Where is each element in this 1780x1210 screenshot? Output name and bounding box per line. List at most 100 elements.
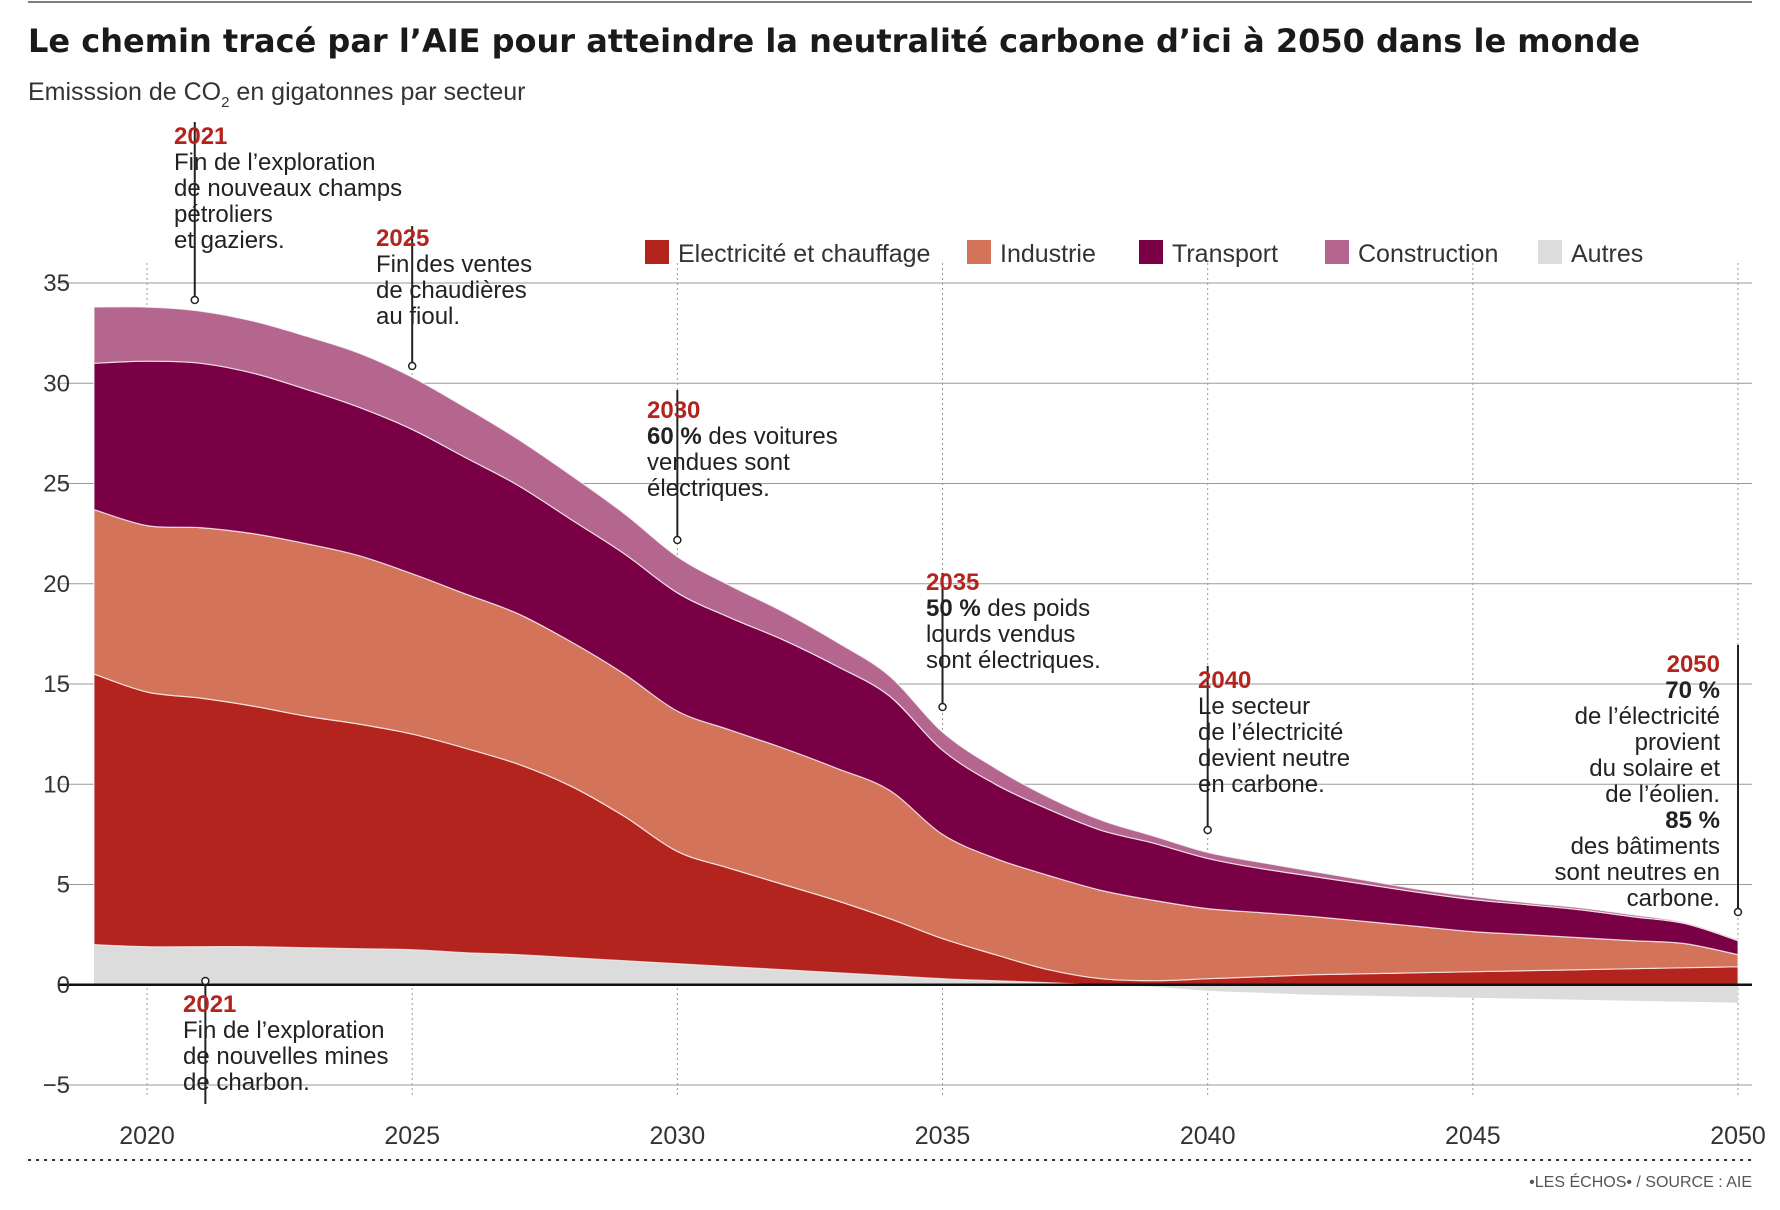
annotation-span: des voitures	[702, 423, 838, 450]
legend: Electricité et chauffage Industrie Transpo…	[645, 240, 1643, 268]
annotation-text: de l’électricité	[1575, 703, 1720, 730]
y-tick-label: 5	[57, 872, 70, 899]
annotation-text: Le secteur	[1198, 693, 1310, 720]
annotation-span: de l’éolien.	[1605, 781, 1720, 808]
annotation-span: de nouveaux champs	[174, 175, 402, 202]
annotation-span: en carbone.	[1198, 771, 1325, 798]
annotation-text: 85 %	[1665, 807, 1720, 834]
annotation-bold: 50 %	[926, 595, 981, 622]
annotation-span: des poids	[981, 595, 1090, 622]
legend-swatch-industrie	[967, 240, 991, 264]
y-tick-label: 35	[43, 270, 70, 297]
annotation-text: et gaziers.	[174, 227, 285, 254]
y-tick-label: 0	[57, 972, 70, 999]
annotation-dot	[407, 361, 417, 371]
annotation-year: 2021	[174, 123, 227, 150]
annotation-span: sont neutres en	[1555, 859, 1720, 886]
annotation-bold: 85 %	[1665, 807, 1720, 834]
annotation-dot	[938, 702, 947, 712]
annotation-span: Fin de l’exploration	[183, 1017, 384, 1044]
annotation-span: des bâtiments	[1571, 833, 1720, 860]
annotation-text: de l’électricité	[1198, 719, 1343, 746]
annotation-text: provient	[1635, 729, 1721, 756]
annotation-year: 2021	[183, 991, 236, 1018]
annotation-text: carbone.	[1627, 885, 1720, 912]
annotation-text: électriques.	[647, 475, 770, 502]
annotation-text: des bâtiments	[1571, 833, 1720, 860]
annotation-dot	[673, 535, 682, 545]
annotation-span: vendues sont	[647, 449, 790, 476]
annotation-year: 2025	[376, 225, 429, 252]
annotation-span: Le secteur	[1198, 693, 1310, 720]
annotation-text: devient neutre	[1198, 745, 1350, 772]
y-tick-label: −5	[43, 1072, 70, 1099]
legend-swatch-transport	[1139, 240, 1163, 264]
annotation-span: de l’électricité	[1198, 719, 1343, 746]
x-tick-label: 2045	[1445, 1122, 1501, 1150]
annotation-year: 2030	[647, 397, 700, 424]
annotation-text: de chaudières	[376, 277, 527, 304]
annotation-dot	[1203, 825, 1212, 835]
annotation-text: de nouveaux champs	[174, 175, 402, 202]
x-tick-label: 2020	[119, 1122, 175, 1150]
y-tick-label: 20	[43, 571, 70, 598]
legend-label-autres: Autres	[1571, 240, 1643, 268]
annotation-span: sont électriques.	[926, 647, 1101, 674]
annotation-year: 2035	[926, 569, 979, 596]
annotation-text: de l’éolien.	[1605, 781, 1720, 808]
annotation-text: sont neutres en	[1555, 859, 1720, 886]
annotation-bold: 70 %	[1665, 677, 1720, 704]
annotation-span: Fin de l’exploration	[174, 149, 375, 176]
annotation-text: lourds vendus	[926, 621, 1075, 648]
legend-swatch-autres	[1538, 240, 1562, 264]
stacked-areas	[93, 306, 1739, 1003]
annotation-text: Fin des ventes	[376, 251, 532, 278]
annotation-span: du solaire et	[1589, 755, 1720, 782]
annotation-span: de nouvelles mines	[183, 1043, 388, 1070]
annotation-span: carbone.	[1627, 885, 1720, 912]
legend-label-construction: Construction	[1358, 240, 1498, 268]
annotation-text: 50 % des poids	[926, 595, 1090, 622]
x-tick-label: 2040	[1180, 1122, 1236, 1150]
y-tick-label: 15	[43, 671, 70, 698]
annotation-dot	[201, 976, 210, 986]
annotation-span: électriques.	[647, 475, 770, 502]
y-tick-label: 10	[43, 771, 70, 798]
annotation-text: Fin de l’exploration	[183, 1017, 384, 1044]
annotation-span: pétroliers	[174, 201, 273, 228]
legend-swatch-construction	[1325, 240, 1349, 264]
chart-subtitle: Emisssion de CO2 en gigatonnes par secte…	[28, 78, 526, 111]
annotation-text: 70 %	[1665, 677, 1720, 704]
annotation-dot	[190, 295, 200, 305]
annotation-year: 2040	[1198, 667, 1251, 694]
x-tick-label: 2025	[384, 1122, 440, 1150]
annotation-span: au fioul.	[376, 303, 460, 330]
annotation-text: sont électriques.	[926, 647, 1101, 674]
annotation-year: 2050	[1667, 651, 1720, 678]
annotation-text: vendues sont	[647, 449, 790, 476]
annotation-text: de nouvelles mines	[183, 1043, 388, 1070]
x-tick-label: 2050	[1710, 1122, 1766, 1150]
annotation-text: de charbon.	[183, 1069, 310, 1096]
chart-title: Le chemin tracé par l’AIE pour atteindre…	[28, 22, 1640, 60]
x-tick-label: 2030	[650, 1122, 706, 1150]
annotation-text: pétroliers	[174, 201, 273, 228]
annotation-text: 60 % des voitures	[647, 423, 838, 450]
annotation-span: devient neutre	[1198, 745, 1350, 772]
y-tick-label: 25	[43, 471, 70, 498]
legend-label-electricite: Electricité et chauffage	[678, 240, 930, 268]
annotation-text: du solaire et	[1589, 755, 1720, 782]
annotation-text: en carbone.	[1198, 771, 1325, 798]
annotation-dot	[1733, 907, 1743, 917]
annotation-text: au fioul.	[376, 303, 460, 330]
annotation-span: lourds vendus	[926, 621, 1075, 648]
legend-label-transport: Transport	[1172, 240, 1278, 268]
source-note: •LES ÉCHOS• / SOURCE : AIE	[1529, 1172, 1752, 1191]
annotation-span: et gaziers.	[174, 227, 285, 254]
y-tick-label: 30	[43, 370, 70, 397]
area-autres	[94, 944, 1738, 1003]
annotation-bold: 60 %	[647, 423, 702, 450]
